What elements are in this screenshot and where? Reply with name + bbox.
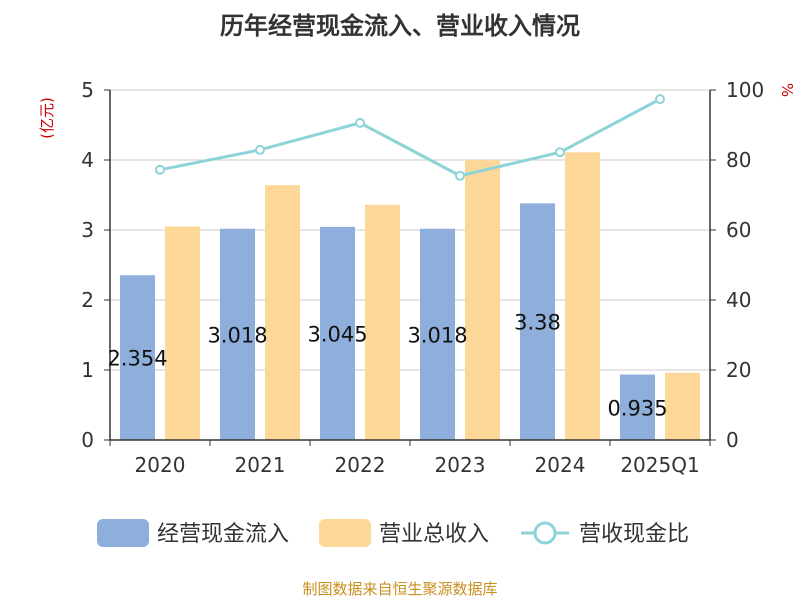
line-point xyxy=(655,94,665,105)
right-tick-label: 0 xyxy=(726,428,739,452)
right-tick-label: 40 xyxy=(726,288,751,312)
line-point xyxy=(555,147,565,158)
left-tick-label: 0 xyxy=(81,428,94,452)
bar-营业总收入 xyxy=(665,372,700,440)
line-point xyxy=(255,144,265,155)
bar-经营现金流入 xyxy=(620,374,655,440)
bar-经营现金流入 xyxy=(120,275,155,440)
x-tick-label: 2020 xyxy=(135,453,186,477)
x-tick-label: 2021 xyxy=(235,453,286,477)
legend: 经营现金流入 营业总收入 营收现金比 xyxy=(97,519,689,547)
line-point xyxy=(155,164,165,175)
ratio-line xyxy=(155,94,665,181)
right-tick-label: 20 xyxy=(726,358,751,382)
bar-value-label: 3.045 xyxy=(307,322,367,346)
axes: 0 1 2 3 4 5 0 20 40 60 80 100 2020 2021 2022 2023 2024 20… xyxy=(81,78,764,477)
right-axis-unit: % xyxy=(778,83,796,97)
bar-经营现金流入 xyxy=(320,226,355,440)
bar-营业总收入 xyxy=(365,204,400,440)
bars xyxy=(120,152,700,441)
x-tick-label: 2023 xyxy=(435,453,486,477)
legend-swatch xyxy=(97,519,149,547)
left-tick-label: 4 xyxy=(81,148,94,172)
legend-label: 营收现金比 xyxy=(579,522,689,547)
right-tick-label: 60 xyxy=(726,218,751,242)
bar-营业总收入 xyxy=(265,185,300,440)
bar-经营现金流入 xyxy=(520,203,555,440)
left-tick-label: 1 xyxy=(81,358,94,382)
right-tick-label: 100 xyxy=(726,78,764,102)
line-point xyxy=(455,170,465,181)
legend-label: 经营现金流入 xyxy=(157,522,289,547)
bar-经营现金流入 xyxy=(220,228,255,440)
bar-经营现金流入 xyxy=(420,228,455,440)
line-营收现金比 xyxy=(159,97,661,178)
line-point xyxy=(355,117,365,128)
legend-swatch xyxy=(319,519,371,547)
x-tick-label: 2025Q1 xyxy=(620,453,699,477)
chart-title: 历年经营现金流入、营业收入情况 xyxy=(220,12,580,40)
legend-label: 营业总收入 xyxy=(379,522,489,547)
x-tick-label: 2022 xyxy=(335,453,386,477)
bar-value-label: 3.018 xyxy=(407,323,467,347)
x-tick-label: 2024 xyxy=(535,453,586,477)
bar-营业总收入 xyxy=(465,160,500,440)
bar-value-label: 2.354 xyxy=(107,347,167,371)
left-tick-label: 2 xyxy=(81,288,94,312)
left-tick-label: 3 xyxy=(81,218,94,242)
bar-value-label: 0.935 xyxy=(607,396,667,420)
legend-marker xyxy=(533,521,557,545)
right-tick-label: 80 xyxy=(726,148,751,172)
left-tick-label: 5 xyxy=(81,78,94,102)
source-note: 制图数据来自恒生聚源数据库 xyxy=(302,580,497,598)
left-axis-unit: (亿元) xyxy=(38,97,56,139)
bar-value-label: 3.38 xyxy=(514,311,561,335)
bar-营业总收入 xyxy=(165,226,200,440)
data-labels: 2.354 3.018 3.045 3.018 3.38 0.935 xyxy=(107,311,667,421)
bar-value-label: 3.018 xyxy=(207,323,267,347)
bar-营业总收入 xyxy=(565,152,600,441)
